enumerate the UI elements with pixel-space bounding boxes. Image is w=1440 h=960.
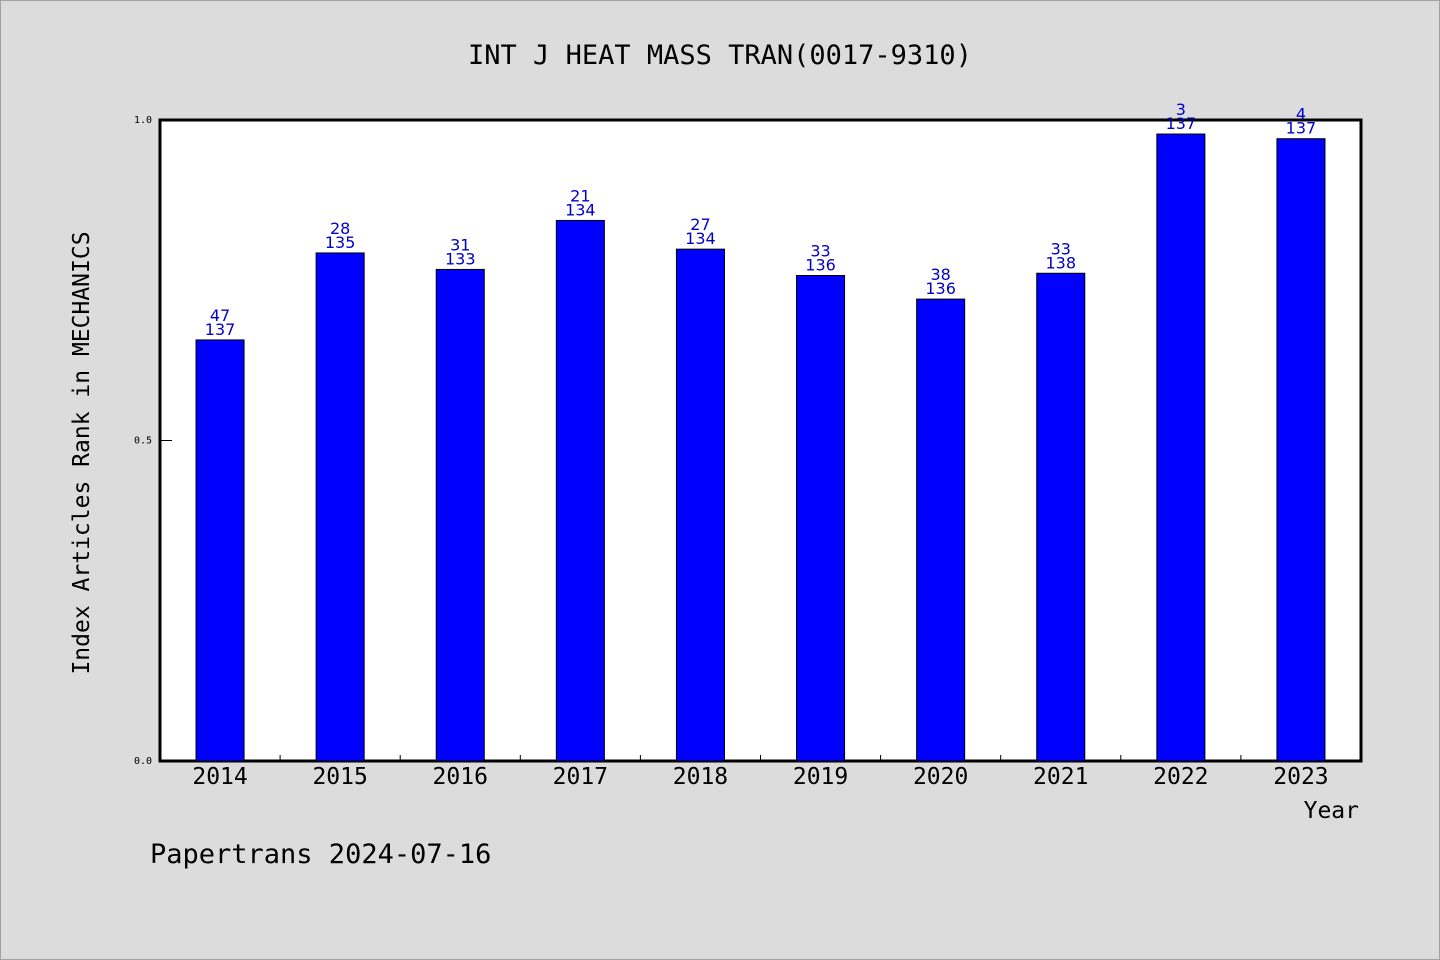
footer-credit: Papertrans 2024-07-16 — [150, 839, 491, 870]
bar-2015 — [315, 252, 365, 762]
x-tick-label: 2020 — [913, 764, 968, 790]
bar-total-label: 133 — [445, 249, 476, 268]
bar-2020 — [916, 298, 966, 762]
chart-title: INT J HEAT MASS TRAN(0017-9310) — [468, 40, 972, 71]
bar-2021 — [1036, 272, 1086, 762]
bar-2022 — [1156, 133, 1206, 762]
bar-total-label: 137 — [1286, 119, 1317, 138]
bar-total-label: 137 — [1166, 114, 1197, 133]
x-tick-label: 2014 — [192, 764, 247, 790]
bar-rank-label: 31 — [450, 235, 470, 254]
bar-2014 — [195, 339, 245, 762]
y-tick-label: 1.0 — [134, 115, 152, 126]
bar-rank-label: 33 — [1051, 239, 1071, 258]
bar-rank-label: 38 — [930, 265, 950, 284]
bar-2018 — [675, 248, 725, 762]
bars — [195, 133, 1326, 762]
x-tick-label: 2021 — [1033, 764, 1088, 790]
y-axis-ticks: 0.0 0.5 1.0 — [134, 115, 172, 767]
bar-total-label: 137 — [205, 320, 236, 339]
bar-rank-label: 47 — [210, 306, 230, 325]
x-tick-label: 2023 — [1273, 764, 1328, 790]
y-axis-title: Index Articles Rank in MECHANICS — [69, 231, 95, 674]
bar-2016 — [435, 268, 485, 762]
bar-rank-label: 28 — [330, 219, 350, 238]
bar-total-label: 135 — [325, 233, 356, 252]
bar-rank-label: 3 — [1176, 100, 1186, 119]
x-tick-label: 2018 — [673, 764, 728, 790]
bar-2017 — [555, 219, 605, 762]
bar-total-label: 136 — [925, 279, 956, 298]
y-tick-label: 0.5 — [134, 436, 152, 447]
y-tick-label: 0.0 — [134, 756, 152, 767]
x-tick-label: 2022 — [1153, 764, 1208, 790]
bar-rank-label: 27 — [690, 215, 710, 234]
x-tick-label: 2015 — [312, 764, 367, 790]
bar-rank-label: 33 — [810, 242, 830, 261]
bar-2019 — [796, 275, 846, 762]
x-tick-label: 2016 — [433, 764, 488, 790]
x-axis-ticks: 2014 2015 2016 2017 2018 2019 2020 2021 2022 2023 — [192, 755, 1329, 790]
bar-rank-label: 21 — [570, 186, 590, 205]
x-axis-title: Year — [1304, 798, 1359, 824]
bar-total-label: 134 — [565, 200, 596, 219]
bar-total-label: 134 — [685, 229, 716, 248]
x-tick-label: 2017 — [553, 764, 608, 790]
bar-total-label: 138 — [1045, 253, 1076, 272]
bar-rank-label: 4 — [1296, 105, 1306, 124]
bar-total-label: 136 — [805, 256, 836, 275]
bar-2023 — [1276, 138, 1326, 762]
x-tick-label: 2019 — [793, 764, 848, 790]
